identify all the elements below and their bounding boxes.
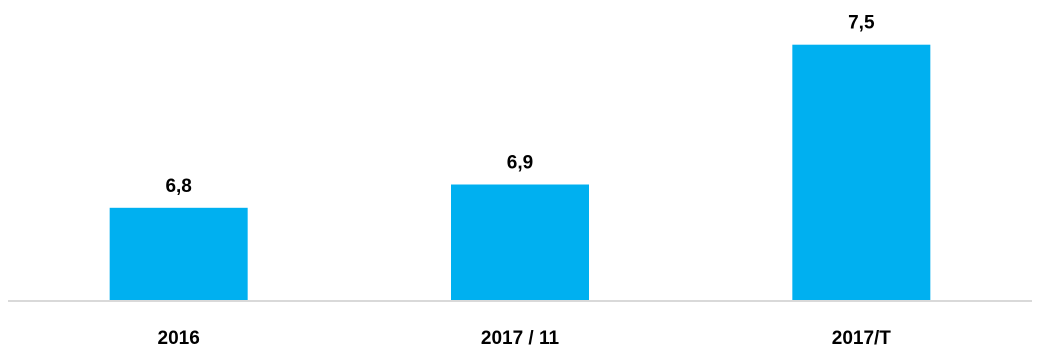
value-label-3: 7,5	[848, 13, 875, 34]
value-labels-group: 6,8 6,9 7,5	[165, 13, 875, 197]
bar-1	[109, 207, 248, 301]
category-label-3: 2017/T	[832, 328, 892, 349]
bar-2	[451, 184, 589, 301]
category-label-1: 2016	[158, 328, 200, 349]
value-label-2: 6,9	[507, 153, 533, 174]
bars-group	[109, 44, 931, 301]
value-label-1: 6,8	[165, 176, 191, 197]
category-label-2: 2017 / 11	[481, 328, 560, 349]
category-labels-group: 2016 2017 / 11 2017/T	[158, 328, 892, 349]
bar-3	[792, 44, 931, 301]
